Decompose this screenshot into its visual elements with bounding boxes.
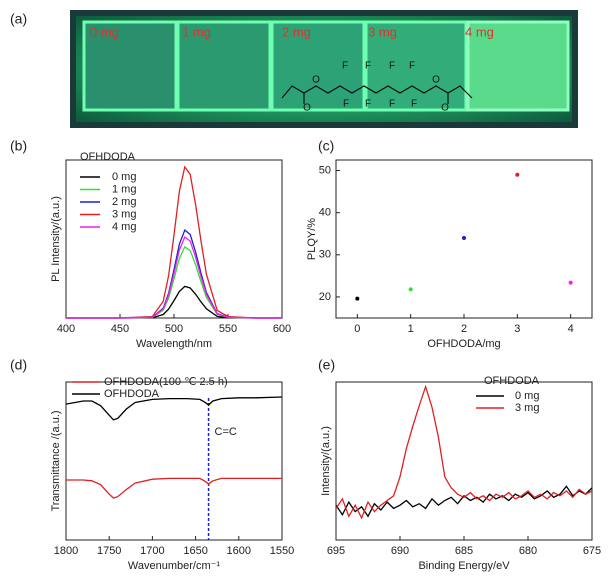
y-axis-label: PL Intensity/(a.u.) [50,196,62,282]
legend-label: 0 mg [515,390,539,402]
point [462,235,466,240]
y-tick-label: 30 [319,249,331,261]
legend-label: OFHDODA(100 ℃ 2.5 h) [104,376,228,388]
x-tick-label: 680 [519,545,537,557]
x-tick-label: 550 [219,323,237,335]
annotation: C=C [215,426,237,438]
atom-label: F [342,61,348,72]
x-tick-label: 675 [583,545,601,557]
x-axis-label: Wavenumber/cm⁻¹ [128,560,221,572]
y-axis-label: Transmittance /(a.u.) [50,410,62,511]
x-tick-label: 1600 [227,545,251,557]
sample-label: 1 mg [182,24,211,39]
panel-label: (e) [318,357,335,373]
x-axis-label: Wavelength/nm [136,338,212,350]
series-line [66,477,282,499]
panel-label: (d) [10,357,27,373]
axes-frame [65,381,283,541]
series-line [335,384,593,520]
x-tick-label: 685 [455,545,473,557]
atom-label: F [411,99,417,110]
atom-label: O [441,103,449,114]
legend-title: OFHDODA [80,151,136,163]
legend-label: 4 mg [112,221,136,233]
x-tick-label: 400 [57,323,75,335]
atom-label: F [389,61,395,72]
x-axis-label: OFHDODA/mg [427,338,500,350]
series-line [66,235,282,319]
legend-label: OFHDODA [104,388,160,400]
x-tick-label: 695 [327,545,345,557]
point [568,280,573,285]
x-tick-label: 1550 [270,545,294,557]
atom-label: F [365,99,371,110]
atom-label: O [312,75,320,86]
point [355,296,360,301]
x-tick-label: 1750 [97,545,121,557]
x-tick-label: 1650 [183,545,207,557]
legend-label: 3 mg [515,402,539,414]
axes-frame [335,381,593,541]
atom-label: F [409,61,415,72]
y-tick-label: 50 [319,164,331,176]
sample-label: 0 mg [90,24,119,39]
series-line [66,285,282,319]
sample-label: 2 mg [282,24,311,39]
atom-label: F [365,61,371,72]
x-tick-label: 1 [408,323,414,335]
panel-label: (b) [10,138,27,154]
x-tick-label: 4 [568,323,574,335]
x-tick-label: 2 [461,323,467,335]
legend-label: 1 mg [112,183,136,195]
legend-label: 3 mg [112,208,136,220]
atom-label: F [343,99,349,110]
panel-label: (c) [318,138,334,154]
x-tick-label: 690 [391,545,409,557]
legend-label: 0 mg [112,171,136,183]
sample-label: 3 mg [368,24,397,39]
y-tick-label: 20 [319,291,331,303]
series-line [66,165,282,319]
point [408,287,413,292]
sample-label: 4 mg [465,24,494,39]
series-line [66,245,282,319]
x-tick-label: 600 [273,323,291,335]
x-axis-label: Binding Energy/eV [418,560,510,572]
atom-label: O [432,75,440,86]
series-line [65,396,283,421]
point [515,172,520,177]
x-tick-label: 450 [111,323,129,335]
legend-label: 2 mg [112,196,136,208]
x-tick-label: 500 [165,323,183,335]
y-axis-label: PLQY/% [306,218,318,260]
y-tick-label: 40 [319,207,331,219]
legend-title: OFHDODA [484,375,540,387]
atom-label: O [303,103,311,114]
x-tick-label: 1700 [140,545,164,557]
panel-label: (a) [10,11,27,27]
y-axis-label: Intensity/(a.u.) [320,426,332,496]
x-tick-label: 0 [354,323,360,335]
atom-label: F [389,99,395,110]
x-tick-label: 1800 [54,545,78,557]
photo [70,10,578,128]
x-tick-label: 3 [514,323,520,335]
